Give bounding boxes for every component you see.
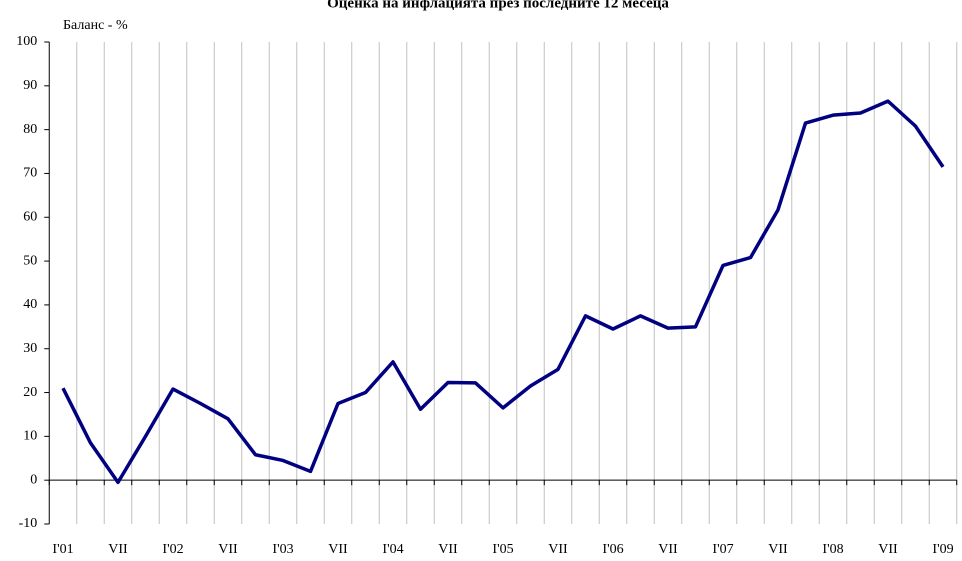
y-tick-label: -10 <box>19 516 38 531</box>
y-tick-label: 60 <box>23 209 37 224</box>
x-tick-label: I'01 <box>52 542 73 557</box>
y-tick-label: 40 <box>23 297 37 312</box>
x-tick-label: I'05 <box>492 542 513 557</box>
x-tick-label: VII <box>658 542 678 557</box>
x-tick-label: VII <box>438 542 458 557</box>
x-tick-label: VII <box>328 542 348 557</box>
x-tick-label: VII <box>218 542 238 557</box>
y-axis-label: Баланс - % <box>63 18 128 33</box>
y-tick-label: 80 <box>23 122 37 137</box>
x-tick-label: I'04 <box>382 542 403 557</box>
y-tick-label: 70 <box>23 166 37 181</box>
x-tick-label: I'09 <box>932 542 953 557</box>
x-tick-label: I'02 <box>162 542 183 557</box>
x-tick-label: I'06 <box>602 542 623 557</box>
y-tick-label: 0 <box>30 472 37 487</box>
data-line <box>61 99 945 485</box>
chart-title: Оценка на инфлацията през последните 12 … <box>327 0 669 11</box>
x-tick-label: VII <box>878 542 898 557</box>
y-tick-label: 90 <box>23 78 37 93</box>
y-tick-label: 20 <box>23 385 37 400</box>
y-tick-label: 100 <box>16 34 37 49</box>
x-tick-label: I'08 <box>822 542 843 557</box>
y-tick-label: 50 <box>23 253 37 268</box>
y-tick-label: 10 <box>23 429 37 444</box>
x-tick-label: I'03 <box>272 542 293 557</box>
x-tick-label: VII <box>548 542 568 557</box>
x-tick-label: VII <box>108 542 128 557</box>
x-tick-label: I'07 <box>712 542 733 557</box>
y-tick-label: 30 <box>23 341 37 356</box>
x-tick-label: VII <box>768 542 788 557</box>
